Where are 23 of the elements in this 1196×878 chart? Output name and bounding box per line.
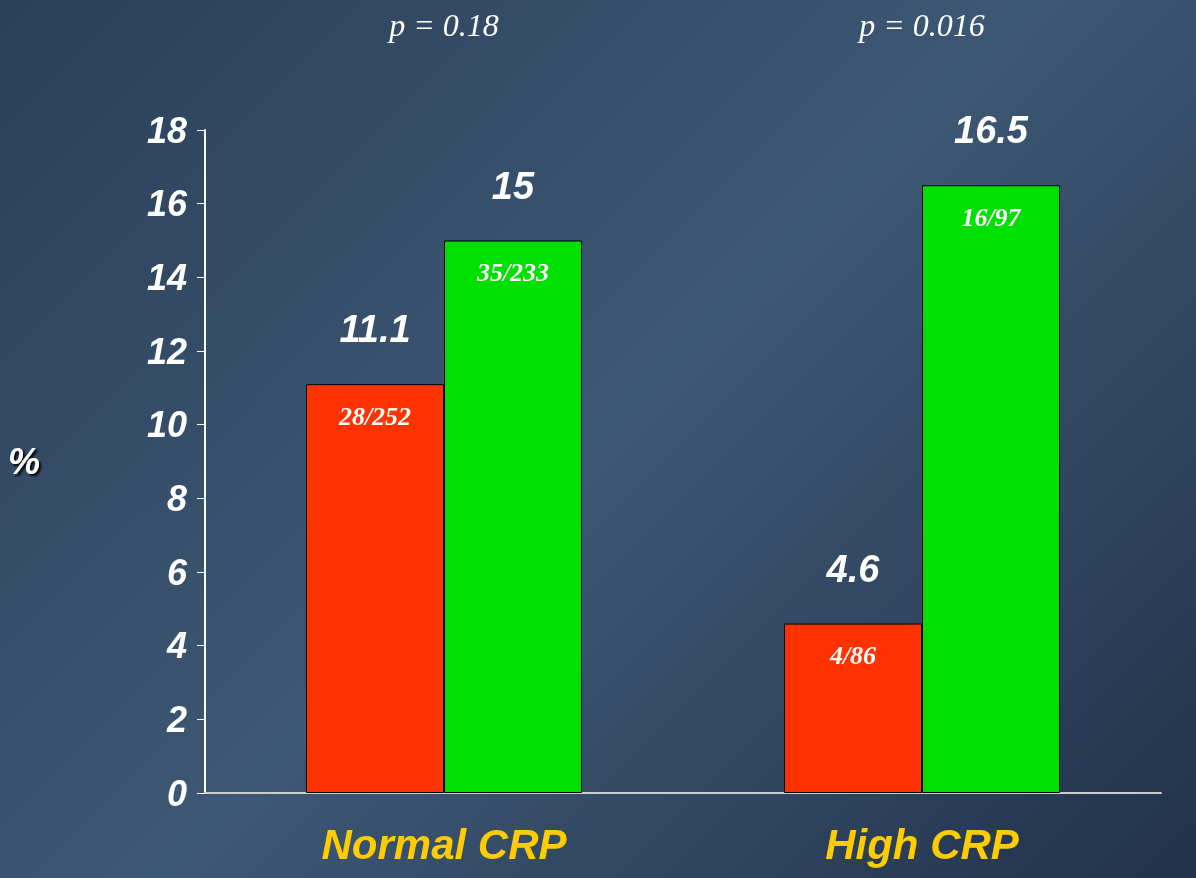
text: p = 0.18 (387, 7, 499, 43)
y-tick-label: 2 (165, 698, 187, 740)
x-tick-label: High CRP (825, 820, 1020, 868)
y-tick-label: 12 (146, 330, 187, 372)
y-tick-label: 0 (166, 772, 187, 814)
text: p = 0.016 (857, 7, 985, 43)
y-tick-label: 10 (146, 404, 187, 446)
y-tick-label: 18 (146, 109, 187, 151)
y-tick-label: 14 (146, 256, 187, 298)
y-tick-label: 6 (166, 551, 188, 593)
y-axis-title: % (7, 441, 40, 482)
data-label: 16.5 (954, 109, 1029, 152)
y-tick-label: 4 (165, 625, 187, 667)
data-label: 11.1 (339, 308, 411, 351)
data-label: 15 (491, 164, 535, 207)
annotation: 16/97 (961, 202, 1022, 232)
x-tick-label: Normal CRP (321, 820, 568, 868)
annotation: 4/86 (828, 641, 877, 671)
y-tick-label: 8 (166, 477, 187, 519)
annotation: 28/252 (337, 401, 412, 431)
annotation: 35/233 (475, 258, 550, 287)
data-label: 4.6 (825, 547, 881, 590)
y-tick-label: 16 (146, 183, 188, 225)
